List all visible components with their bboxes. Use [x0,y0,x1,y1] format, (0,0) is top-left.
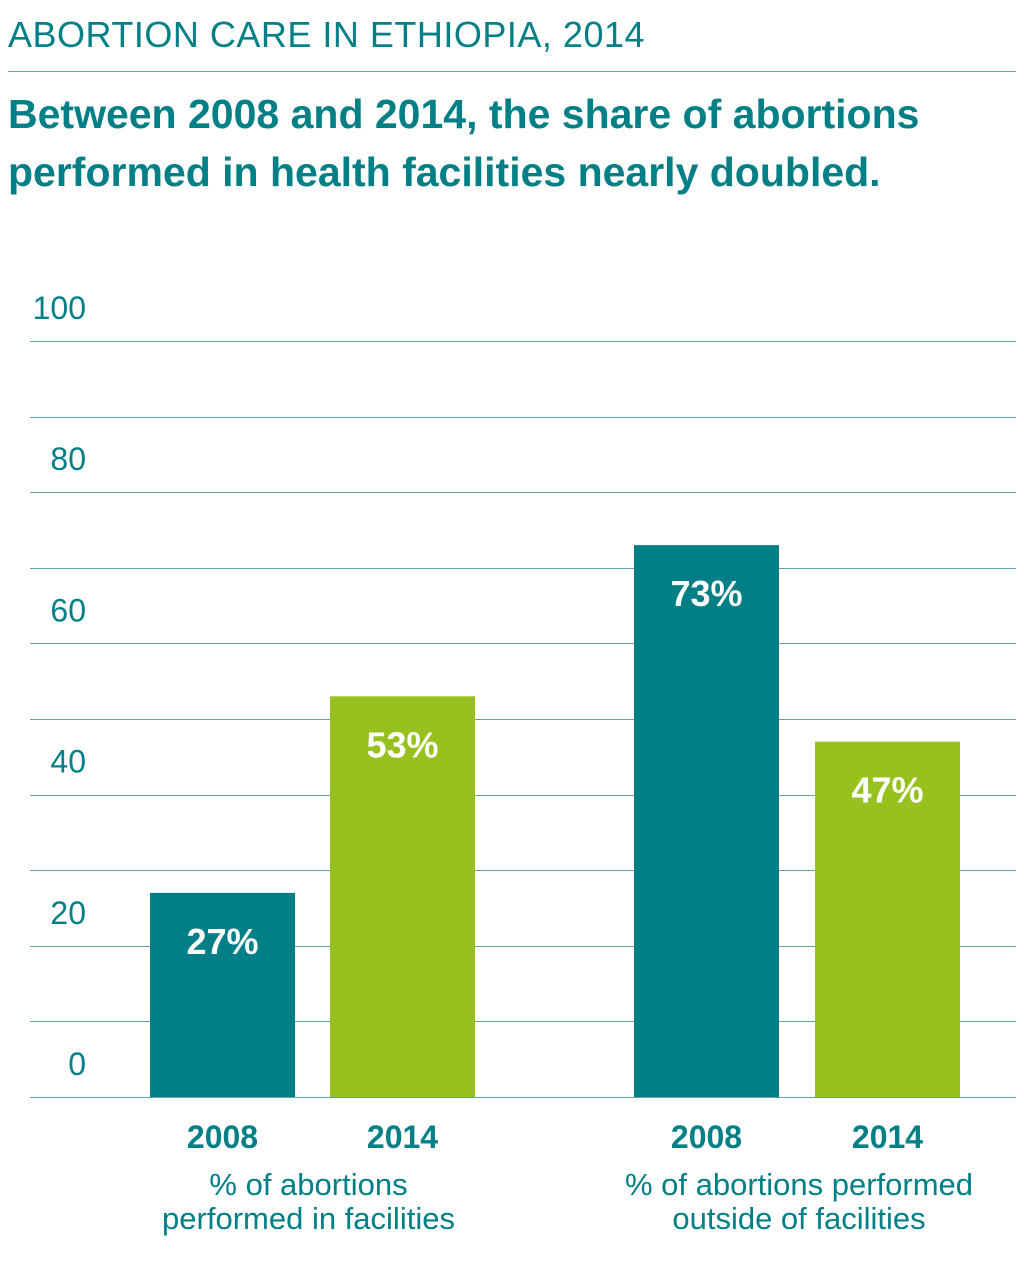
y-tick-label: 40 [50,744,86,780]
bar [634,545,779,1097]
bar [815,741,960,1097]
x-category-label: 2008 [187,1119,258,1155]
y-tick-label: 20 [50,895,86,931]
chart-kicker: ABORTION CARE IN ETHIOPIA, 2014 [8,14,646,55]
y-tick-label: 60 [50,592,86,628]
bar [330,696,475,1097]
x-category-label: 2014 [367,1119,438,1155]
x-category-label: 2008 [671,1119,742,1155]
y-tick-label: 100 [33,290,86,326]
bar [150,892,295,1097]
x-category-label: 2014 [852,1119,923,1155]
y-tick-label: 0 [68,1046,86,1082]
bar-value-label: 27% [186,921,258,962]
bar-value-label: 53% [366,724,438,765]
bar-value-label: 73% [670,573,742,614]
y-tick-label: 80 [50,441,86,477]
chart-headline: Between 2008 and 2014, the share of abor… [8,91,920,195]
group-label-in-facilities: % of abortions performed in facilities [162,1167,455,1236]
bar-value-label: 47% [851,770,923,811]
header-divider [8,71,1016,72]
group-label-outside-facilities: % of abortions performed outside of faci… [624,1167,974,1236]
